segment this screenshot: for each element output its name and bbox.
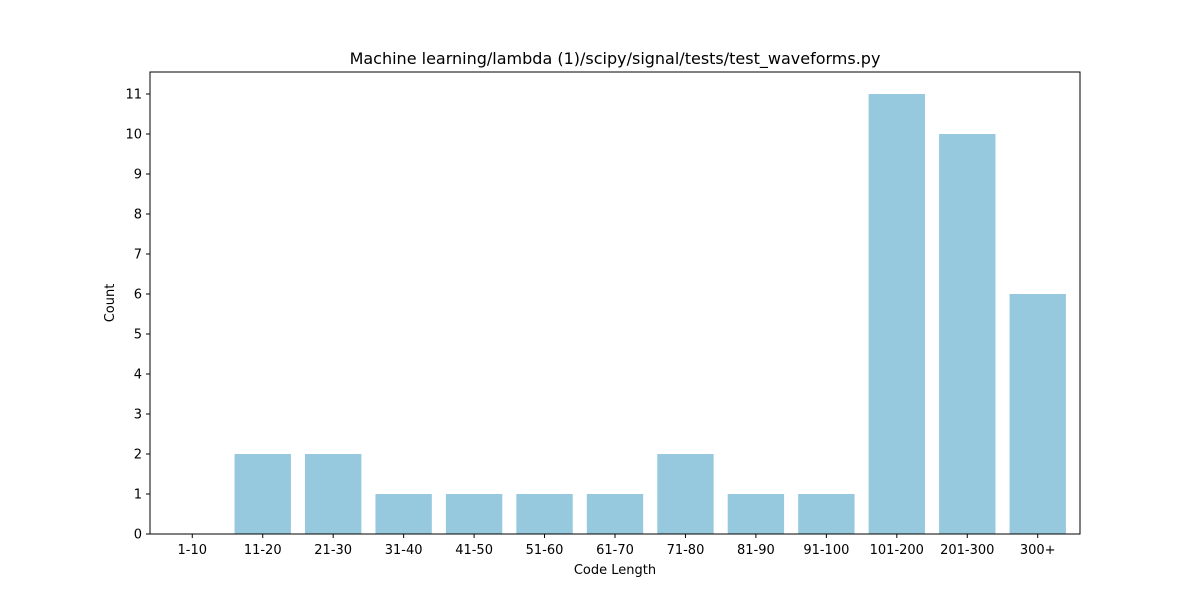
x-tick-label: 41-50 (455, 543, 493, 558)
y-tick-label: 5 (134, 328, 142, 343)
y-tick-label: 7 (134, 248, 142, 263)
x-tick-label: 201-300 (940, 543, 994, 558)
y-tick-label: 10 (125, 128, 142, 143)
bar-21-30 (305, 454, 362, 534)
bar-31-40 (375, 494, 432, 534)
bar-61-70 (586, 494, 644, 534)
bar-41-50 (445, 494, 503, 534)
x-axis-label: Code Length (574, 563, 656, 578)
bar-300+ (1009, 294, 1066, 534)
bar-51-60 (516, 494, 573, 534)
y-tick-label: 3 (134, 408, 142, 423)
x-tick-label: 1-10 (178, 543, 208, 558)
y-tick-label: 2 (134, 448, 142, 463)
x-tick-label: 51-60 (526, 543, 564, 558)
y-axis-label: Count (103, 284, 118, 323)
y-tick-label: 8 (134, 208, 142, 223)
x-axis: 1-10 11-20 21-30 31-40 41-50 51-60 61-70 71-80 8… (178, 534, 1056, 558)
x-tick-label: 21-30 (314, 543, 352, 558)
bar-201-300 (939, 134, 996, 534)
y-tick-label: 6 (134, 288, 142, 303)
bar-71-80 (657, 454, 714, 534)
chart-title: Machine learning/lambda (1)/scipy/signal… (350, 49, 881, 69)
x-tick-label: 91-100 (803, 543, 849, 558)
bars-group (234, 94, 1066, 534)
y-axis: 0 1 2 3 4 5 6 7 8 9 10 11 (125, 88, 150, 543)
x-tick-label: 81-90 (737, 543, 775, 558)
y-tick-label: 1 (134, 488, 142, 503)
x-tick-label: 71-80 (667, 543, 705, 558)
bar-11-20 (234, 454, 291, 534)
bar-91-100 (798, 494, 855, 534)
y-tick-label: 9 (134, 168, 142, 183)
y-tick-label: 11 (125, 88, 142, 103)
x-tick-label: 300+ (1020, 543, 1056, 558)
x-tick-label: 31-40 (385, 543, 423, 558)
bar-81-90 (727, 494, 785, 534)
x-tick-label: 61-70 (596, 543, 634, 558)
y-tick-label: 0 (134, 528, 142, 543)
x-tick-label: 11-20 (244, 543, 282, 558)
y-tick-label: 4 (134, 368, 142, 383)
x-tick-label: 101-200 (870, 543, 924, 558)
bar-101-200 (868, 94, 925, 534)
